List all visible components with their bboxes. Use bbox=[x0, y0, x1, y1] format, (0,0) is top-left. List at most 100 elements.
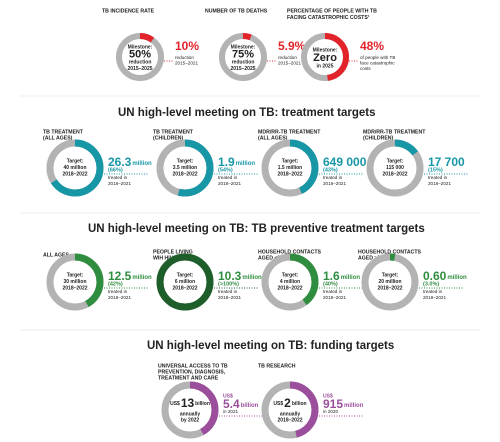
item-title: HOUSEHOLD CONTACTS bbox=[358, 249, 422, 255]
donut-progress bbox=[261, 253, 319, 311]
item-title: TB INCIDENCE RATE bbox=[102, 8, 155, 14]
value-note: in 2021 bbox=[223, 409, 239, 414]
value-note: 2018–2021 bbox=[108, 295, 131, 300]
text-part: 2 bbox=[284, 396, 291, 410]
donut-progress bbox=[301, 33, 349, 81]
value-note: in 2020 bbox=[323, 409, 339, 414]
text-part: 1.6 bbox=[323, 269, 340, 283]
text-part: million bbox=[236, 161, 256, 167]
center-text: 2018–2022 bbox=[172, 285, 197, 291]
center-text: 2018–2022 bbox=[382, 171, 407, 177]
text-part: million bbox=[341, 275, 361, 281]
value: 17 700 bbox=[428, 155, 465, 169]
value: 1.9million bbox=[218, 155, 255, 169]
donut-progress bbox=[156, 139, 214, 197]
value-note: treated in bbox=[323, 175, 343, 180]
center-text: 20 million bbox=[378, 279, 401, 285]
center-text: annually bbox=[280, 411, 301, 417]
value: 12.5million bbox=[108, 269, 152, 283]
section-title: UN high-level meeting on TB: funding tar… bbox=[147, 340, 394, 352]
item-title: UNIVERSAL ACCESS TO TB bbox=[158, 363, 228, 369]
item-title: TB TREATMENT bbox=[43, 129, 84, 135]
center-text: by 2022 bbox=[181, 417, 200, 423]
donut-progress bbox=[219, 33, 267, 81]
value-note: treated in bbox=[218, 289, 238, 294]
donut-progress bbox=[46, 253, 104, 311]
item-title: WIH HIV bbox=[153, 255, 174, 261]
center-text: Milestone: bbox=[231, 44, 256, 50]
item-title: MDR/RR-TB TREATMENT bbox=[363, 129, 426, 135]
center-text: 6 million bbox=[175, 279, 195, 285]
text-part: billion bbox=[241, 403, 259, 409]
value-note: 2018–2021 bbox=[218, 295, 241, 300]
center-text: Milestone: bbox=[313, 47, 338, 53]
text-part: US$ bbox=[273, 401, 283, 407]
text-part: million bbox=[344, 403, 364, 409]
item-title: FACING CATASTROPHIC COSTS¹ bbox=[287, 15, 370, 21]
center-text: Target: bbox=[67, 158, 84, 164]
value-note: 2018–2021 bbox=[108, 181, 131, 186]
text-part: million bbox=[132, 275, 152, 281]
value-note: 2015–2021 bbox=[278, 61, 301, 66]
text-part: 0.60 bbox=[423, 269, 447, 283]
text-part: billion bbox=[292, 401, 307, 407]
text-part: 26.3 bbox=[108, 155, 132, 169]
center-text: 115 000 bbox=[386, 165, 404, 171]
center-text: Target: bbox=[382, 272, 399, 278]
center-text: Target: bbox=[177, 158, 194, 164]
value: 649 000 bbox=[323, 155, 367, 169]
value: 5.4billion bbox=[223, 397, 259, 411]
value-note: 2018–2021 bbox=[423, 295, 446, 300]
value-note: costs bbox=[360, 66, 371, 71]
value-pct: (54%) bbox=[218, 167, 233, 173]
center-text: Target: bbox=[67, 272, 84, 278]
center-text: 2018–2022 bbox=[277, 171, 302, 177]
text-part: million bbox=[242, 275, 262, 281]
text-part: 915 bbox=[323, 397, 343, 411]
value-pct: (15%) bbox=[428, 167, 443, 173]
item-title: HOUSEHOLD CONTACTS bbox=[258, 249, 322, 255]
center-text: 2018–2022 bbox=[62, 285, 87, 291]
center-text: reduction bbox=[232, 59, 255, 65]
value-prefix: US$ bbox=[223, 393, 233, 399]
item-title: ALL AGES bbox=[43, 252, 69, 258]
item-title: (ALL AGES) bbox=[258, 135, 288, 141]
value-prefix: US$ bbox=[323, 393, 333, 399]
center-text: Zero bbox=[313, 52, 337, 64]
value-pct: (66%) bbox=[108, 167, 123, 173]
value-pct: (42%) bbox=[108, 281, 123, 287]
item-title: PERCENTAGE OF PEOPLE WITH TB bbox=[287, 8, 377, 14]
item-title: MDR/RR-TB TREATMENT bbox=[258, 129, 321, 135]
value-note: treated in bbox=[108, 289, 128, 294]
value-note: treated in bbox=[108, 175, 128, 180]
value: 10.3million bbox=[218, 269, 262, 283]
value-note: treated in bbox=[218, 175, 238, 180]
donut-progress bbox=[156, 253, 214, 311]
text-part: 17 700 bbox=[428, 155, 465, 169]
donut-progress bbox=[261, 139, 319, 197]
center-text: 75% bbox=[232, 48, 254, 60]
value-note: treated in bbox=[423, 289, 443, 294]
center-text: 2018–2022 bbox=[277, 285, 302, 291]
center-text: US$2billion bbox=[273, 396, 306, 410]
donut-progress bbox=[261, 381, 319, 439]
center-text: 50% bbox=[129, 48, 151, 60]
text-part: billion bbox=[195, 401, 210, 407]
value-note: face catastrophic bbox=[360, 61, 395, 66]
value-note: 2018–2021 bbox=[428, 181, 451, 186]
item-title: PEOPLE LIVING bbox=[153, 249, 193, 255]
center-text: annually bbox=[180, 411, 201, 417]
text-part: 5.4 bbox=[223, 397, 240, 411]
value: 5.9% bbox=[278, 39, 306, 53]
value-note: 2018–2021 bbox=[323, 181, 346, 186]
section-title: UN high-level meeting on TB: treatment t… bbox=[118, 107, 376, 119]
value-note: 2018–2021 bbox=[218, 181, 241, 186]
donut-progress bbox=[366, 139, 424, 197]
center-text: 2018–2022 bbox=[172, 171, 197, 177]
center-text: US$13billion bbox=[170, 396, 210, 410]
text-part: million bbox=[132, 161, 152, 167]
item-title: TREATMENT AND CARE bbox=[158, 375, 219, 381]
center-text: 3.5 million bbox=[173, 165, 197, 171]
value: 915million bbox=[323, 397, 364, 411]
